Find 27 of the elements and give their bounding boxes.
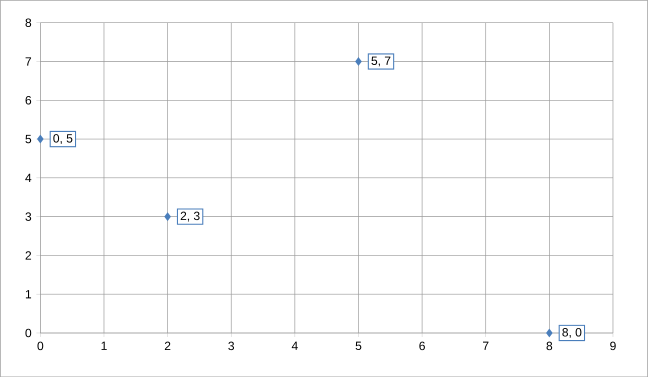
x-tick-label: 3 — [228, 342, 234, 350]
x-tick-label: 4 — [292, 342, 298, 350]
x-tick-label: 5 — [356, 342, 362, 350]
y-tick-label: 7 — [26, 57, 32, 66]
point — [37, 134, 44, 144]
x-tick-label: 7 — [482, 342, 488, 350]
point — [546, 328, 553, 338]
annotation: 2, 3 — [180, 212, 200, 222]
point — [355, 57, 362, 66]
x-tick-label: 0 — [37, 342, 44, 350]
y-tick-label: 2 — [26, 251, 32, 260]
x-tick-label: 6 — [419, 342, 425, 350]
y-tick-label: 0 — [25, 328, 32, 338]
y-tick-label: 6 — [26, 96, 32, 104]
y-tick-label: 4 — [25, 174, 32, 182]
x-tick-label: 2 — [164, 342, 170, 350]
y-tick-label: 1 — [26, 290, 32, 298]
y-tick-label: 5 — [25, 134, 32, 144]
annotation: 0, 5 — [53, 134, 72, 144]
x-tick-label: 8 — [546, 342, 552, 350]
annotation: 8, 0 — [562, 328, 582, 338]
y-tick-label: 8 — [26, 18, 32, 27]
y-tick-label: 3 — [25, 212, 32, 221]
annotation: 5, 7 — [371, 56, 390, 66]
point — [164, 212, 171, 221]
x-tick-label: 1 — [102, 342, 107, 350]
x-tick-label: 9 — [610, 342, 616, 350]
